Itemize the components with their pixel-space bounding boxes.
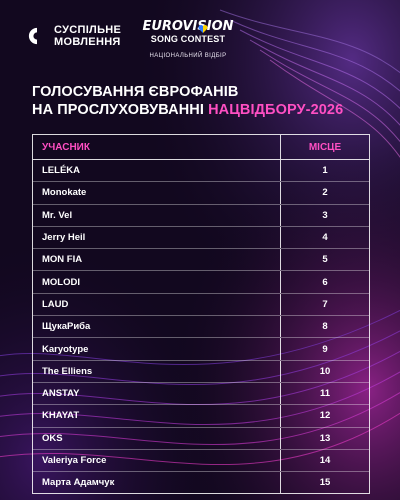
table-row: The Elliens 10 — [33, 360, 369, 383]
table-row: Jerry Heil 4 — [33, 226, 369, 250]
results-table: УЧАСНИК МІСЦЕ LELÉKA 1 Monokate 2 Mr. Vel 3… — [32, 134, 370, 495]
header-participant: УЧАСНИК — [33, 135, 281, 159]
participant-name: Марта Адамчук — [33, 472, 281, 494]
participant-place: 13 — [319, 432, 331, 444]
broadcaster-name-line2: МОВЛЕННЯ — [54, 36, 121, 48]
participant-name: MON FIA — [33, 249, 281, 271]
title-line2-prefix: НА ПРОСЛУХОВУВАННІ — [32, 102, 209, 118]
participant-name: OKS — [33, 427, 281, 449]
table-row: Karyotype 9 — [33, 338, 369, 361]
title-line2: НА ПРОСЛУХОВУВАННІ НАЦВІДБОРУ-2026 — [32, 101, 343, 119]
participant-name: Monokate — [33, 182, 281, 204]
participant-name: MOLODI — [33, 271, 281, 293]
participant-name: ANSTAY — [33, 382, 281, 405]
participant-place: 14 — [319, 455, 331, 466]
national-selection-label: НАЦІОНАЛЬНИЙ ВІДБІР — [149, 53, 227, 59]
participant-name: LAUD — [33, 293, 281, 316]
table-row: OKS 13 — [33, 427, 369, 450]
eurovision-word: EUROVISION — [142, 19, 234, 34]
participant-place: 2 — [322, 187, 328, 199]
participant-place: 15 — [319, 477, 331, 489]
participant-place: 7 — [322, 298, 328, 310]
participant-name: LELÉKA — [33, 160, 281, 182]
participant-place: 1 — [322, 165, 328, 177]
participant-place: 11 — [319, 388, 331, 400]
table-header-row: УЧАСНИК МІСЦЕ — [33, 135, 369, 160]
suspilne-logo-icon — [28, 27, 37, 45]
table-row: Mr. Vel 3 — [33, 204, 369, 227]
participant-name: The Elliens — [33, 360, 281, 382]
table-row: ANSTAY 11 — [33, 382, 369, 406]
table-row: LELÉKA 1 — [33, 160, 369, 183]
table-row: Марта Адамчук 15 — [33, 472, 369, 494]
participant-place: 5 — [322, 254, 328, 266]
title-line2-accent: НАЦВІДБОРУ-2026 — [208, 102, 344, 118]
broadcaster-name-line1: СУСПІЛЬНЕ — [54, 24, 122, 36]
table-row: KHAYAT 12 — [33, 405, 369, 428]
participant-name: ЩукаРиба — [33, 316, 281, 338]
participant-place: 12 — [319, 410, 331, 422]
table-row: LAUD 7 — [33, 293, 369, 317]
table-row: Valeriya Force 14 — [33, 449, 369, 473]
participant-place: 3 — [322, 209, 328, 221]
heart-icon — [198, 20, 208, 38]
table-row: ЩукаРиба 8 — [33, 316, 369, 339]
title-line1: ГОЛОСУВАННЯ ЄВРОФАНІВ — [32, 84, 239, 100]
eurovision-logo: EUROVISION SONG CONTEST НАЦІОНАЛЬНИЙ ВІД… — [138, 20, 238, 59]
header-place: МІСЦЕ — [308, 141, 342, 153]
participant-place: 9 — [322, 343, 328, 355]
participant-place: 4 — [322, 232, 328, 244]
participant-place: 6 — [322, 276, 328, 288]
page-title: ГОЛОСУВАННЯ ЄВРОФАНІВ НА ПРОСЛУХОВУВАННІ… — [32, 83, 343, 119]
table-row: Monokate 2 — [33, 182, 369, 205]
eurovision-wordmark: EUROVISION — [138, 20, 238, 33]
participant-name: Mr. Vel — [33, 204, 281, 226]
participant-name: Valeriya Force — [33, 449, 281, 472]
participant-place: 10 — [319, 365, 331, 377]
participant-name: Jerry Heil — [33, 226, 281, 249]
participant-name: KHAYAT — [33, 405, 281, 427]
table-row: MON FIA 5 — [33, 249, 369, 272]
table-row: MOLODI 6 — [33, 271, 369, 294]
broadcaster-logo: СУСПІЛЬНЕ МОВЛЕННЯ — [28, 24, 121, 48]
song-contest-label: SONG CONTEST — [150, 34, 226, 44]
participant-place: 8 — [322, 321, 328, 333]
participant-name: Karyotype — [33, 338, 281, 360]
